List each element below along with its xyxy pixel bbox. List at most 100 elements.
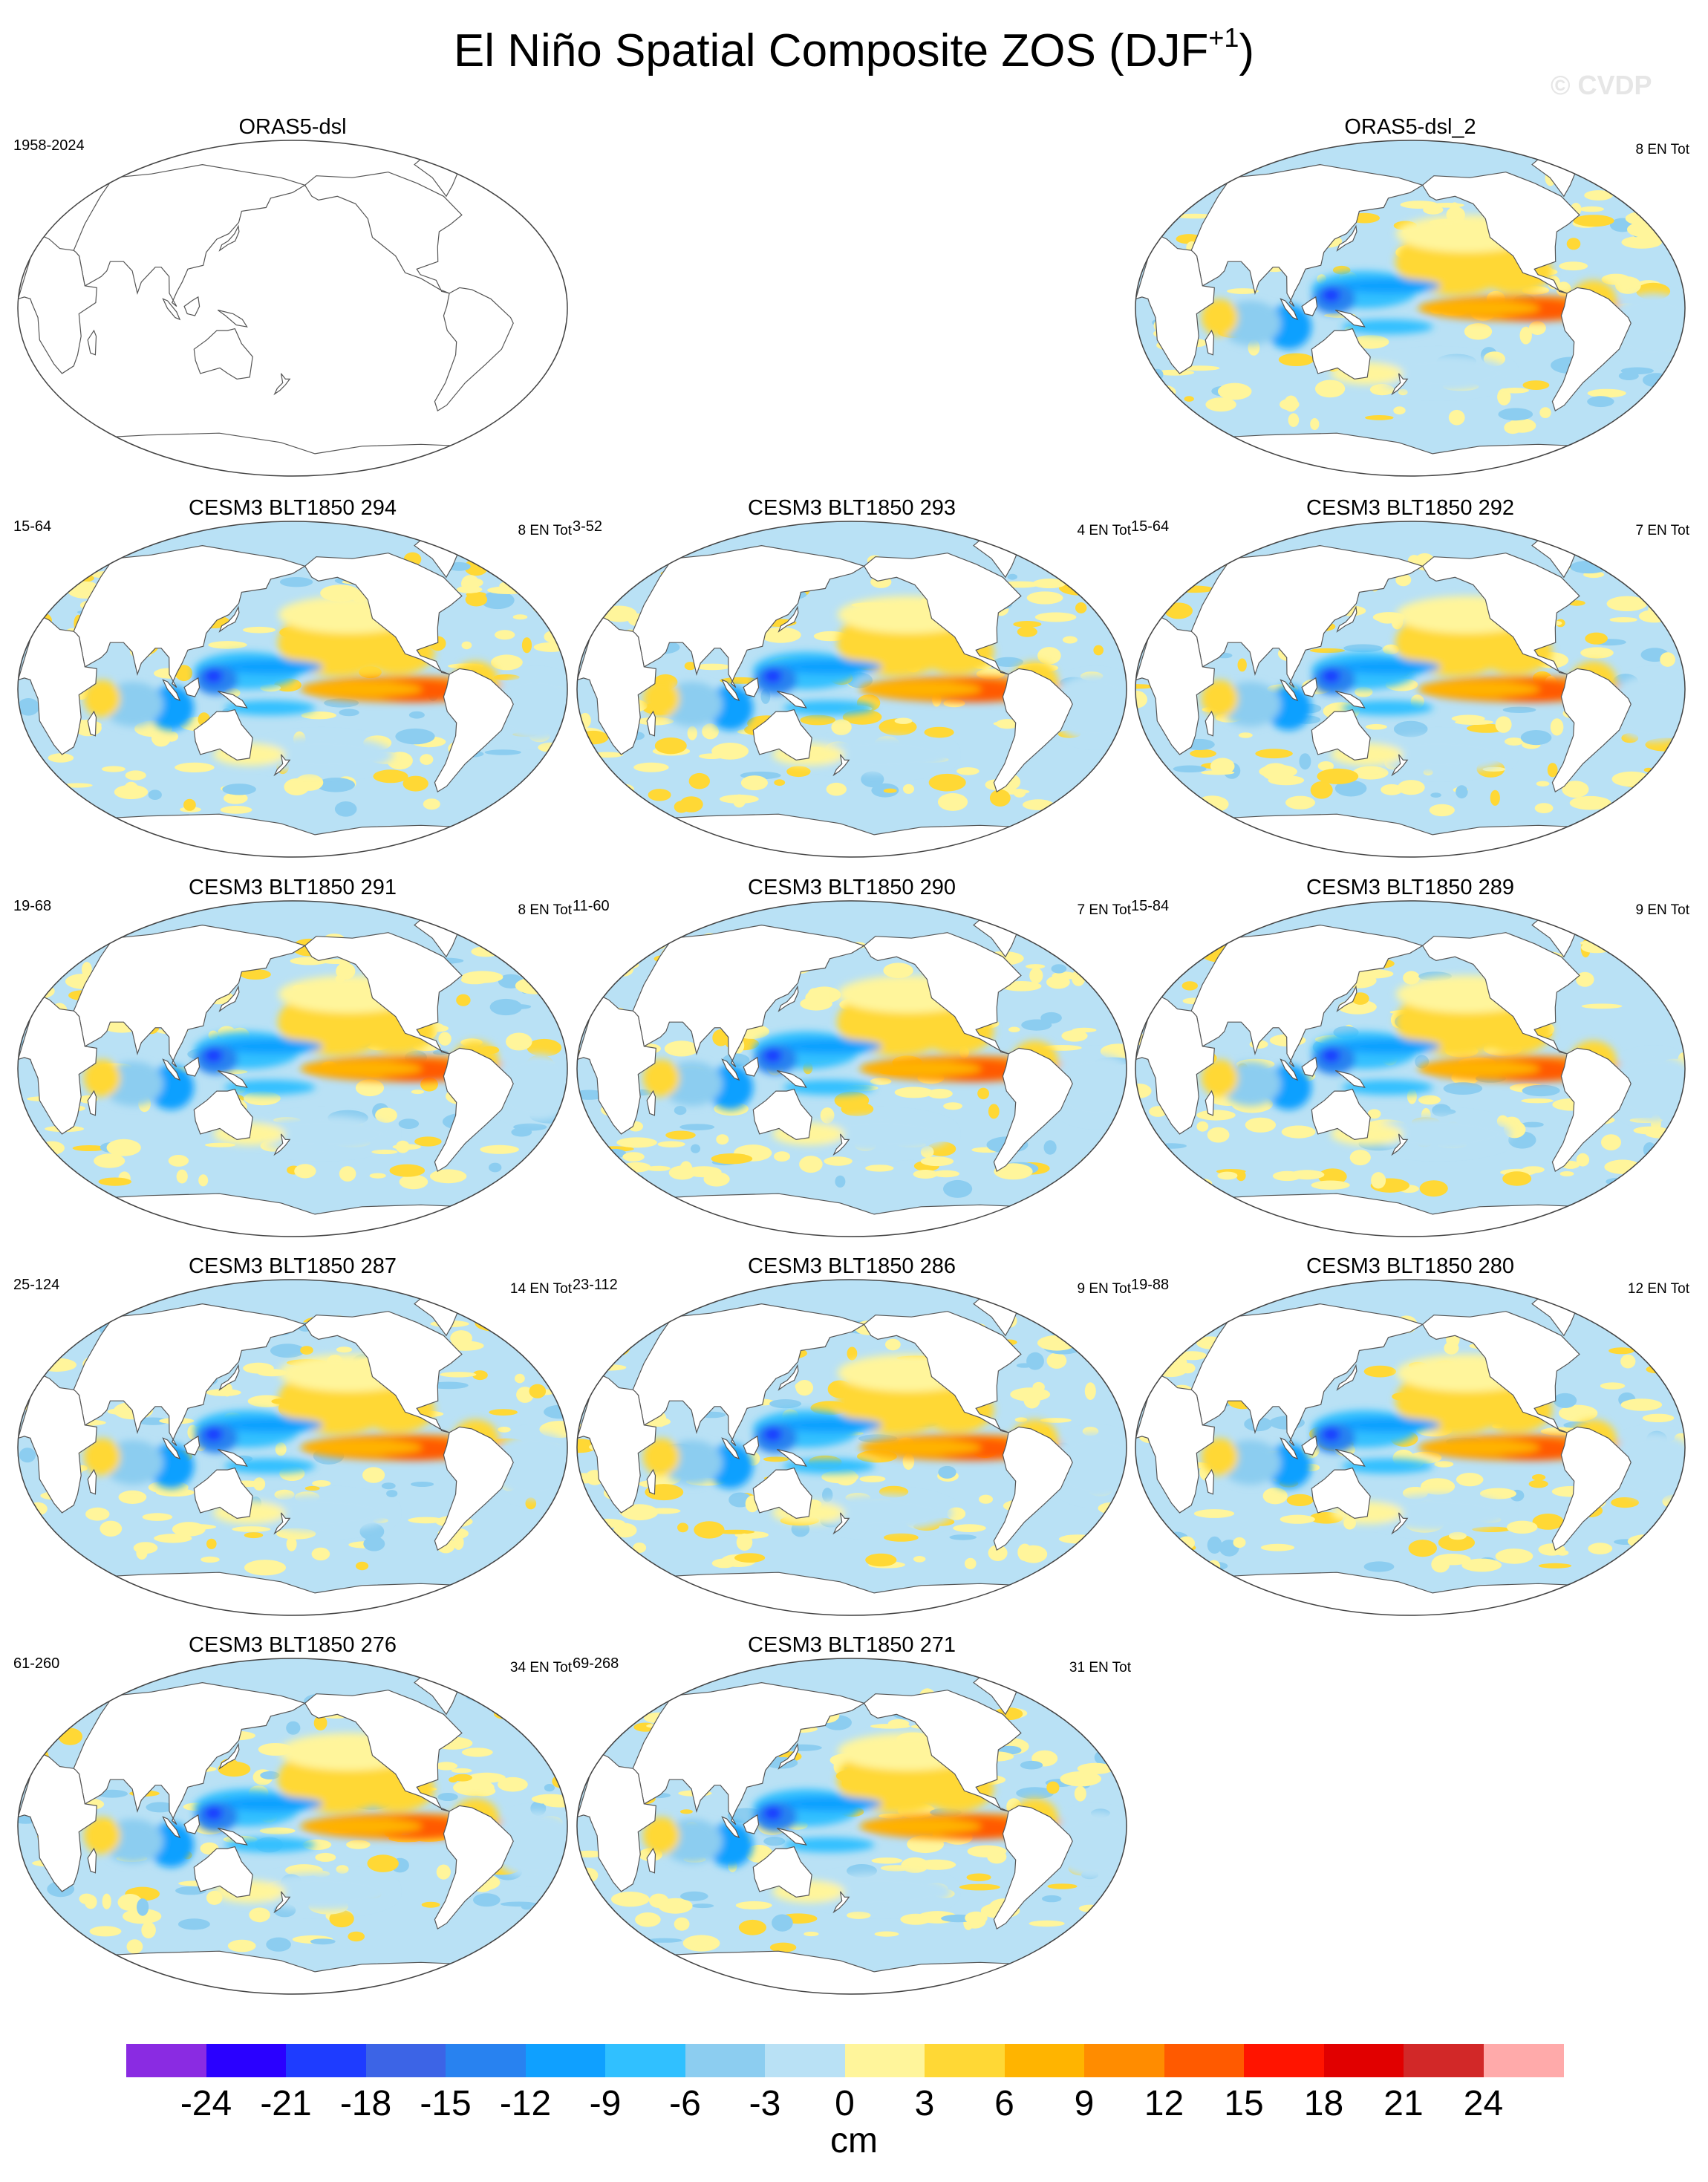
anomaly-blob <box>1532 1514 1564 1530</box>
panel-title: CESM3 BLT1850 294 <box>189 496 397 520</box>
landmass-australia <box>1311 328 1371 380</box>
anomaly-region <box>216 659 323 674</box>
map-svg <box>576 900 1127 1237</box>
anomaly-blob <box>1495 1548 1533 1564</box>
anomaly-blob <box>175 762 215 772</box>
landmass-australia <box>193 328 253 380</box>
map-field <box>18 1658 567 1994</box>
map-border <box>17 900 568 1237</box>
colorbar-box <box>1084 2044 1165 2077</box>
anomaly-blob <box>1538 1563 1572 1569</box>
landmass-samerica <box>434 668 514 793</box>
map-border <box>17 1658 568 1995</box>
anomaly-blob <box>94 1153 126 1168</box>
anomaly-blob <box>227 1939 256 1953</box>
anomaly-blob <box>408 711 425 719</box>
anomaly-blob <box>1352 766 1389 780</box>
anomaly-blob <box>1161 960 1196 965</box>
anomaly-region <box>1201 1438 1238 1476</box>
landmass-africa <box>577 613 656 755</box>
panel-title: CESM3 BLT1850 271 <box>748 1633 956 1657</box>
panel-years: 15-84 <box>1131 898 1170 914</box>
anomaly-blob <box>1286 1494 1314 1506</box>
anomaly-blob <box>25 983 55 999</box>
anomaly-region <box>763 1427 782 1442</box>
anomaly-blob <box>1461 1558 1502 1572</box>
colorbar-tick-label: 6 <box>994 2084 1014 2123</box>
anomaly-blob <box>66 941 88 954</box>
anomaly-region <box>204 1805 223 1821</box>
map-panel: CESM3 BLT1850 292 15-64 7 EN Tot <box>1131 496 1689 860</box>
anomaly-blob <box>106 1139 141 1156</box>
anomaly-blob <box>735 1901 772 1910</box>
anomaly-blob <box>279 577 313 587</box>
anomaly-blob <box>339 709 359 717</box>
anomaly-blob <box>489 1162 502 1173</box>
anomaly-blob <box>1371 1172 1386 1189</box>
anomaly-blob <box>622 1152 645 1162</box>
landmass-sumatra <box>162 1437 181 1460</box>
world-map <box>1131 137 1689 479</box>
anomaly-blob <box>544 1800 567 1808</box>
anomaly-blob <box>1042 1895 1062 1903</box>
anomaly-blob <box>865 1165 894 1172</box>
anomaly-blob <box>772 1914 793 1932</box>
world-map <box>1131 518 1689 860</box>
anomaly-blob <box>604 960 639 970</box>
anomaly-blob <box>491 654 523 671</box>
anomaly-blob <box>1355 686 1373 697</box>
landmass-namerica <box>304 172 463 294</box>
anomaly-blob <box>487 586 529 594</box>
landmass-borneo <box>183 677 201 697</box>
landmass-samerica <box>434 1426 514 1551</box>
anomaly-blob <box>1017 626 1037 637</box>
anomaly-blob <box>1559 261 1588 271</box>
anomaly-blob <box>1060 1771 1101 1787</box>
map-field <box>18 901 567 1237</box>
anomaly-blob <box>1034 612 1077 622</box>
anomaly-blob <box>100 1520 123 1537</box>
anomaly-blob <box>677 1522 688 1533</box>
landmass-sumatra <box>721 1816 740 1839</box>
map-panel: CESM3 BLT1850 286 23-112 9 EN Tot <box>573 1254 1131 1618</box>
anomaly-blob <box>807 988 821 1002</box>
anomaly-blob <box>1040 1012 1062 1024</box>
anomaly-blob <box>913 1170 938 1179</box>
landmass-africa <box>1135 1372 1215 1514</box>
anomaly-blob <box>1408 1540 1437 1557</box>
anomaly-blob <box>1576 1153 1590 1167</box>
anomaly-blob <box>408 1517 444 1524</box>
panel-count: 31 EN Tot <box>1069 1660 1131 1675</box>
colorbar-box <box>446 2044 527 2077</box>
landmass-newguinea <box>217 690 248 709</box>
anomaly-blob <box>800 714 836 726</box>
anomaly-blob <box>1014 1417 1028 1422</box>
landmass-sumatra <box>1280 298 1299 321</box>
anomaly-blob <box>89 1926 122 1937</box>
anomaly-region <box>224 1080 316 1095</box>
anomaly-region <box>1418 301 1540 316</box>
panel-years: 1958-2024 <box>13 137 85 154</box>
anomaly-blob <box>1281 1125 1316 1139</box>
landmass-samerica <box>434 1805 514 1930</box>
map-border <box>17 140 568 477</box>
anomaly-blob <box>719 794 759 804</box>
panel-years: 15-64 <box>13 518 52 535</box>
anomaly-blob <box>329 1909 354 1928</box>
anomaly-blob <box>432 1049 449 1055</box>
anomaly-blob <box>1393 406 1406 415</box>
anomaly-blob <box>208 641 247 649</box>
anomaly-blob <box>748 783 766 790</box>
anomaly-blob <box>965 1911 988 1924</box>
anomaly-blob <box>489 998 523 1016</box>
anomaly-blob <box>702 723 719 740</box>
anomaly-blob <box>1178 1351 1207 1361</box>
landmass-sumatra <box>721 679 740 702</box>
anomaly-blob <box>1008 1026 1020 1032</box>
anomaly-blob <box>1383 644 1399 655</box>
map-svg <box>576 1279 1127 1616</box>
anomaly-blob <box>438 1032 452 1046</box>
anomaly-region <box>1049 1053 1127 1121</box>
anomaly-blob <box>411 1090 425 1095</box>
anomaly-blob <box>224 792 248 804</box>
